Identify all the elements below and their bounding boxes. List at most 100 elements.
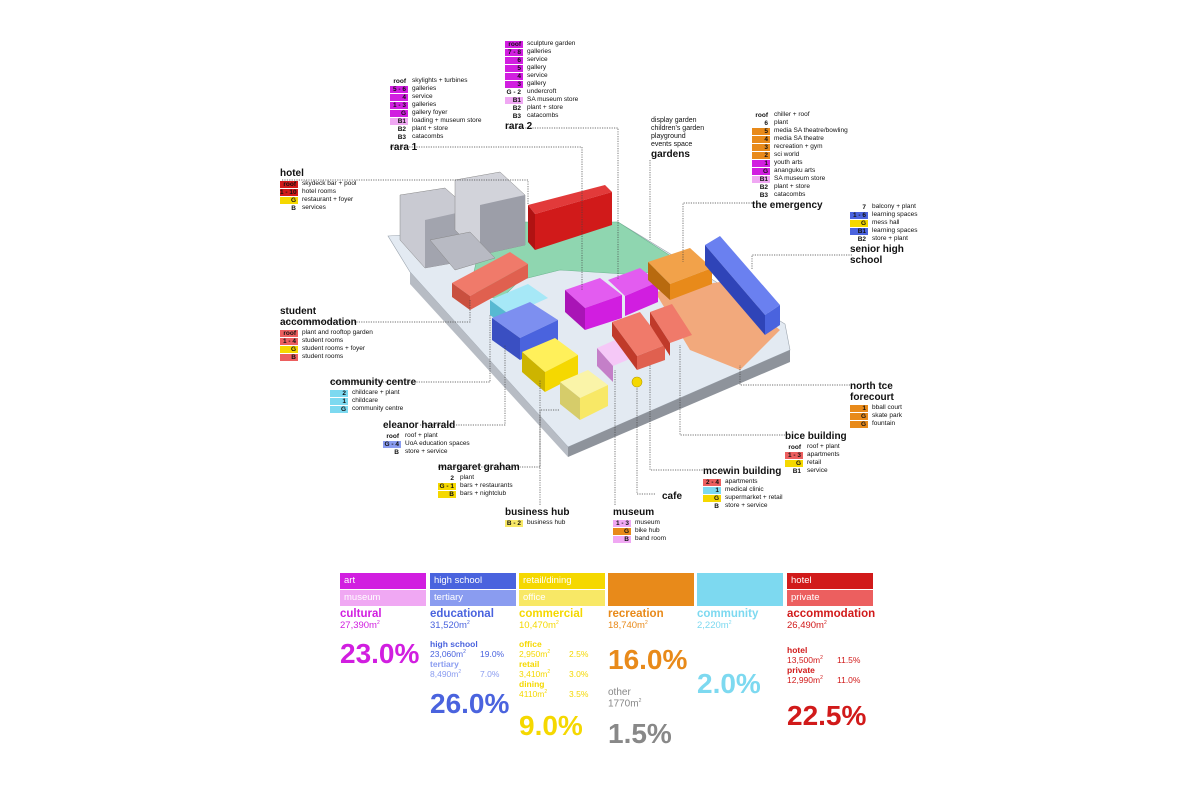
stat-acc-sub2-line: 12,990m2 11.0% bbox=[787, 675, 861, 686]
floor-row: roof plant and rooftop garden bbox=[280, 329, 373, 337]
leader-emergency bbox=[682, 202, 752, 262]
floor-use: chiller + roof bbox=[774, 111, 810, 118]
label-cafe-name: cafe bbox=[662, 491, 683, 502]
floor-key: roof bbox=[280, 180, 298, 188]
margaret-roof bbox=[522, 338, 578, 372]
floor-row: 7 balcony + plant bbox=[850, 203, 920, 211]
floor-key: B1 bbox=[792, 467, 801, 475]
floor-key: B bbox=[394, 448, 399, 456]
floor-use: media SA theatre bbox=[774, 135, 824, 142]
floor-row: 1 - 3 apartments bbox=[785, 451, 847, 459]
label-rara2-floors: roof sculpture garden 7 - 8 galleries 6 servi… bbox=[505, 40, 578, 120]
floor-use: student rooms bbox=[302, 337, 344, 344]
label-rara1: roof skylights + turbines 5 - 6 galleries 4 s… bbox=[390, 77, 482, 154]
hotel-roof bbox=[528, 185, 612, 214]
floor-row: 2 - 4 apartments bbox=[703, 478, 783, 486]
margaret-graham-building bbox=[522, 338, 578, 392]
stat-commercial-hdr1: retail/dining bbox=[519, 573, 605, 589]
floor-row: 1 childcare bbox=[330, 397, 416, 405]
floor-use: service bbox=[412, 93, 433, 100]
label-rara2-name: rara 2 bbox=[505, 121, 533, 132]
mcewin-side bbox=[637, 345, 665, 370]
business-roof bbox=[560, 370, 608, 398]
community-roof bbox=[490, 284, 548, 315]
margaret-side bbox=[545, 355, 578, 392]
stat-acc-sub1-name: hotel bbox=[787, 645, 808, 656]
floor-use: mess hall bbox=[872, 219, 900, 226]
bice-roof bbox=[650, 304, 692, 343]
label-hotel-name: hotel bbox=[280, 168, 304, 179]
label-rara1-name: rara 1 bbox=[390, 142, 418, 153]
museum-building bbox=[597, 340, 632, 382]
floor-use: supermarket + retail bbox=[725, 494, 783, 501]
senior-high-school-building bbox=[705, 236, 780, 335]
label-student-name: student accommodation bbox=[280, 306, 357, 328]
floor-row: B1 loading + museum store bbox=[390, 117, 482, 125]
floor-key: G bbox=[752, 167, 770, 175]
floor-key: 3 bbox=[752, 143, 770, 151]
floor-row: B3 catacombs bbox=[390, 133, 482, 141]
stat-commercial-name: commercial bbox=[519, 608, 583, 620]
label-bice-name: bice building bbox=[785, 431, 847, 442]
floor-use: catacombs bbox=[527, 112, 559, 119]
floor-key: B bbox=[280, 353, 298, 361]
rara1-roof bbox=[565, 278, 622, 308]
floor-key: G bbox=[280, 196, 298, 204]
leader-mcewin bbox=[649, 365, 705, 471]
floor-row: B3 catacombs bbox=[505, 112, 578, 120]
mcewin-roof bbox=[612, 312, 665, 356]
floor-key: B1 bbox=[390, 117, 408, 125]
floor-key: 5 - 6 bbox=[390, 85, 408, 93]
stat-community-name: community bbox=[697, 608, 759, 620]
floor-use: galleries bbox=[412, 85, 437, 92]
floor-row: B2 plant + store bbox=[752, 183, 848, 191]
label-community-name: community centre bbox=[330, 377, 417, 388]
floor-use: bike hub bbox=[635, 527, 660, 534]
floor-key: 2 - 4 bbox=[703, 478, 721, 486]
eleanor-roof bbox=[492, 302, 558, 338]
floor-key: B2 bbox=[512, 104, 521, 112]
floor-key: G - 4 bbox=[383, 440, 401, 448]
label-gardens-name: gardens bbox=[651, 149, 690, 160]
floor-key: 6 bbox=[505, 56, 523, 64]
leader-community bbox=[330, 315, 491, 383]
stat-community-pct: 2.0% bbox=[697, 668, 761, 700]
label-rara2: roof sculpture garden 7 - 8 galleries 6 servi… bbox=[505, 40, 578, 133]
floor-key: B3 bbox=[512, 112, 521, 120]
floor-use: student rooms bbox=[302, 353, 344, 360]
gardens-item-4: events space bbox=[651, 141, 693, 148]
stat-commercial-hdr2: office bbox=[519, 590, 605, 606]
floor-use: SA museum store bbox=[774, 175, 826, 182]
stat-educational: high school tertiary educational 31,520m… bbox=[430, 573, 516, 719]
label-museum-name: museum bbox=[613, 507, 655, 518]
stat-other-area: 1770m2 bbox=[608, 698, 642, 710]
floor-use: plant bbox=[460, 474, 475, 481]
bice-building bbox=[650, 304, 692, 356]
floor-use: community centre bbox=[352, 405, 404, 412]
emergency-front bbox=[648, 262, 670, 300]
label-community: community centre 2 childcare + plant 1 chil… bbox=[330, 376, 416, 413]
floor-row: G - 4 UoA education spaces bbox=[383, 440, 470, 448]
stat-accommodation-subs: hotel 13,500m2 11.5% private 12,990m2 11.0… bbox=[787, 645, 873, 685]
student-side bbox=[470, 264, 528, 310]
floor-key: B bbox=[714, 502, 719, 510]
floor-use: restaurant + foyer bbox=[302, 196, 354, 203]
floor-key: B2 bbox=[397, 125, 406, 133]
floor-row: 1 youth arts bbox=[752, 159, 848, 167]
stat-commercial-pct: 9.0% bbox=[519, 710, 583, 742]
stat-commercial-area: 10,470m2 bbox=[519, 620, 559, 632]
site-base-side-left bbox=[410, 272, 568, 457]
label-mcewin-name: mcewin building bbox=[703, 466, 782, 477]
floor-key: 2 bbox=[450, 474, 454, 482]
floor-key: 1 - 3 bbox=[613, 519, 631, 527]
leader-business bbox=[539, 409, 560, 505]
floor-key: B3 bbox=[759, 191, 768, 199]
leader-cafe bbox=[636, 387, 655, 495]
label-emergency-floors: roof chiller + roof 6 plant 5 media SA theatr… bbox=[752, 111, 848, 199]
label-business-floors: B - 2 business hub bbox=[505, 519, 569, 527]
floor-use: store + service bbox=[405, 448, 448, 455]
